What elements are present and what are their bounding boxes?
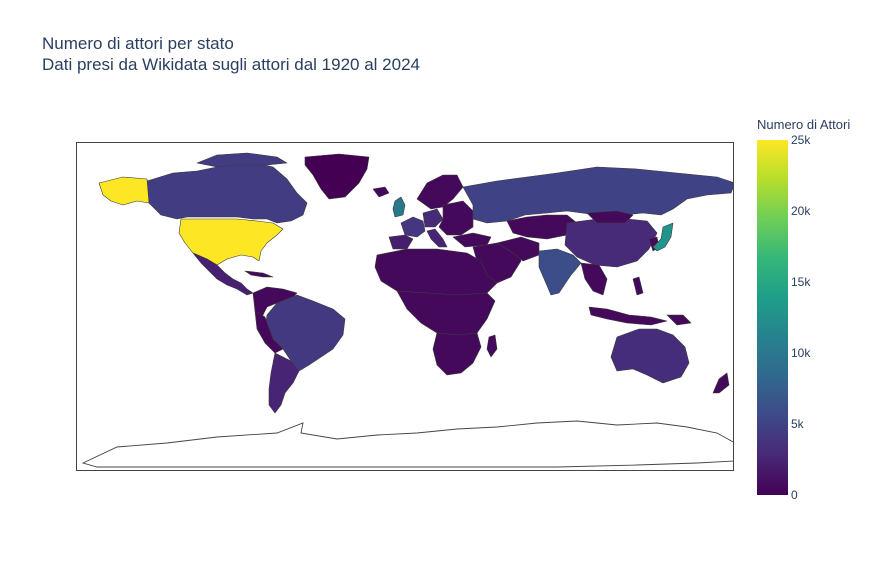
country-philippines[interactable] xyxy=(632,276,644,296)
country-peru[interactable] xyxy=(254,310,284,354)
world-map-svg[interactable] xyxy=(77,143,734,471)
country-indonesia[interactable] xyxy=(588,306,668,326)
colorbar-gradient xyxy=(757,140,788,495)
colorbar-tick-label: 5k xyxy=(791,417,804,431)
country-china[interactable] xyxy=(564,218,658,268)
country-iceland[interactable] xyxy=(372,186,390,198)
country-canada[interactable] xyxy=(146,160,308,224)
country-mongolia[interactable] xyxy=(586,210,634,224)
colorbar-tick-label: 20k xyxy=(791,204,811,218)
colorbar-tick-label: 10k xyxy=(791,346,811,360)
country-eastern-europe[interactable] xyxy=(438,200,474,236)
colorbar-tick-label: 0 xyxy=(791,488,798,502)
country-central-africa[interactable] xyxy=(396,290,496,336)
colorbar xyxy=(757,140,788,495)
chart-subtitle: Dati presi da Wikidata sugli attori dal … xyxy=(42,55,420,74)
country-greenland[interactable] xyxy=(304,153,370,200)
country-australia[interactable] xyxy=(610,328,690,384)
country-southern-africa[interactable] xyxy=(432,332,482,376)
country-uk[interactable] xyxy=(392,196,406,218)
colorbar-tick-label: 15k xyxy=(791,275,811,289)
country-alaska[interactable] xyxy=(98,176,150,206)
colorbar-title: Numero di Attori xyxy=(757,117,851,132)
country-argentina[interactable] xyxy=(268,352,300,414)
chart-title: Numero di attori per stato xyxy=(42,34,234,53)
colorbar-tick-label: 25k xyxy=(791,133,811,147)
country-japan[interactable] xyxy=(652,222,674,252)
country-southeast-asia[interactable] xyxy=(580,262,608,296)
chart-title-block: Numero di attori per stato Dati presi da… xyxy=(42,33,420,75)
country-turkey[interactable] xyxy=(452,232,492,248)
country-germany[interactable] xyxy=(422,208,444,228)
antarctica-outline xyxy=(81,420,733,468)
country-canada-islands[interactable] xyxy=(196,152,288,168)
country-cuba[interactable] xyxy=(244,270,274,278)
country-spain[interactable] xyxy=(388,234,414,250)
country-india[interactable] xyxy=(538,248,582,296)
country-papua-new-guinea[interactable] xyxy=(666,314,692,326)
world-map[interactable] xyxy=(76,142,734,471)
country-france[interactable] xyxy=(400,216,426,238)
country-italy[interactable] xyxy=(426,228,448,248)
country-new-zealand[interactable] xyxy=(712,372,730,394)
country-usa[interactable] xyxy=(178,218,284,266)
country-madagascar[interactable] xyxy=(486,334,498,358)
country-north-africa[interactable] xyxy=(374,248,498,296)
